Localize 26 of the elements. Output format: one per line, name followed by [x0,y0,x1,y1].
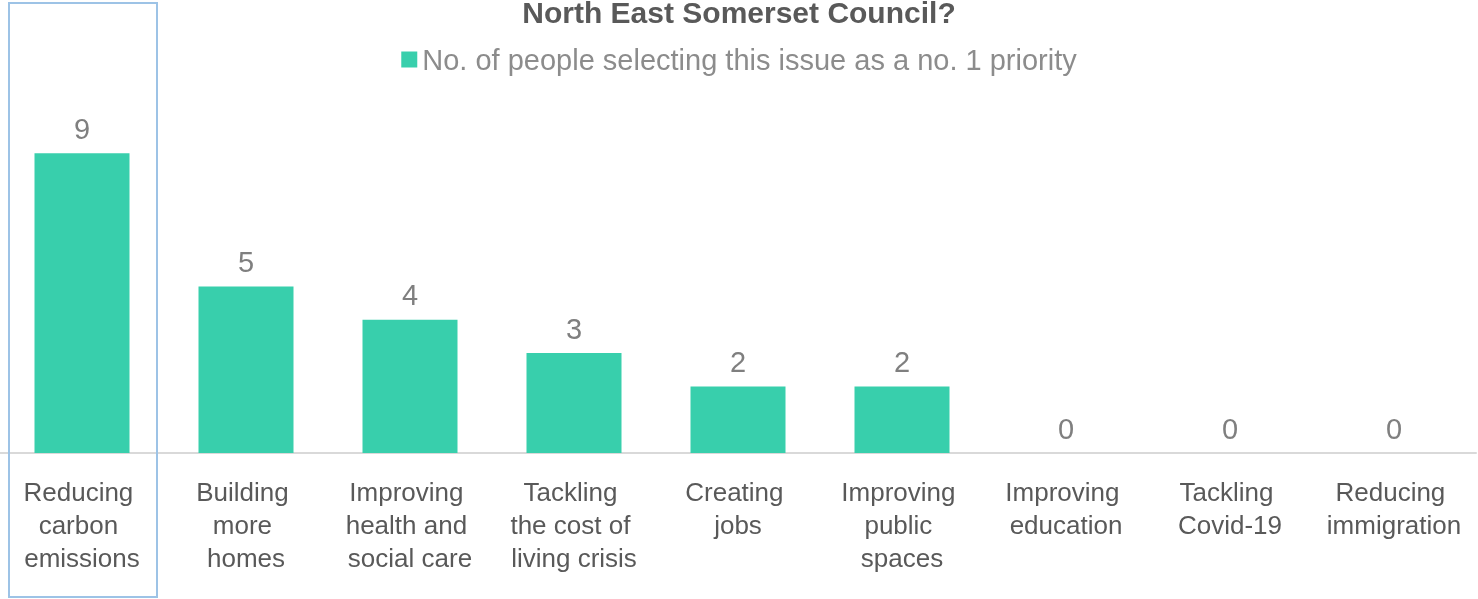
x-tick-label: Tackling the cost of living crisis [510,476,638,573]
x-tick-label: Improving public spaces [841,476,963,573]
x-tick-label: Reducing carbon emissions [23,476,141,573]
bar [198,286,294,453]
x-tick-label: Tackling Covid-19 [1177,476,1283,540]
data-label: 0 [1221,412,1239,445]
bar [34,153,130,453]
data-label: 9 [73,112,91,145]
data-label: 2 [893,345,911,378]
x-tick-label: Building more homes [196,476,296,573]
x-tick-label: Improving health and social care [345,476,475,573]
bar [690,386,786,453]
bar [526,353,622,453]
data-label: 5 [237,246,255,278]
data-label: 0 [1057,412,1075,445]
legend-label: No. of people selecting this issue as a no. 1 priority [422,43,1078,76]
data-label: 3 [565,312,583,345]
x-tick-label: Creating jobs [685,476,791,540]
data-label: 2 [729,345,747,378]
bar [362,319,458,453]
chart-title: North East Somerset Council? [522,0,956,29]
bar [854,386,950,453]
data-label: 0 [1385,412,1403,445]
data-label: 4 [401,279,419,312]
x-tick-label: Reducing immigration [1326,476,1462,540]
x-tick-label: Improving education [1005,476,1127,540]
